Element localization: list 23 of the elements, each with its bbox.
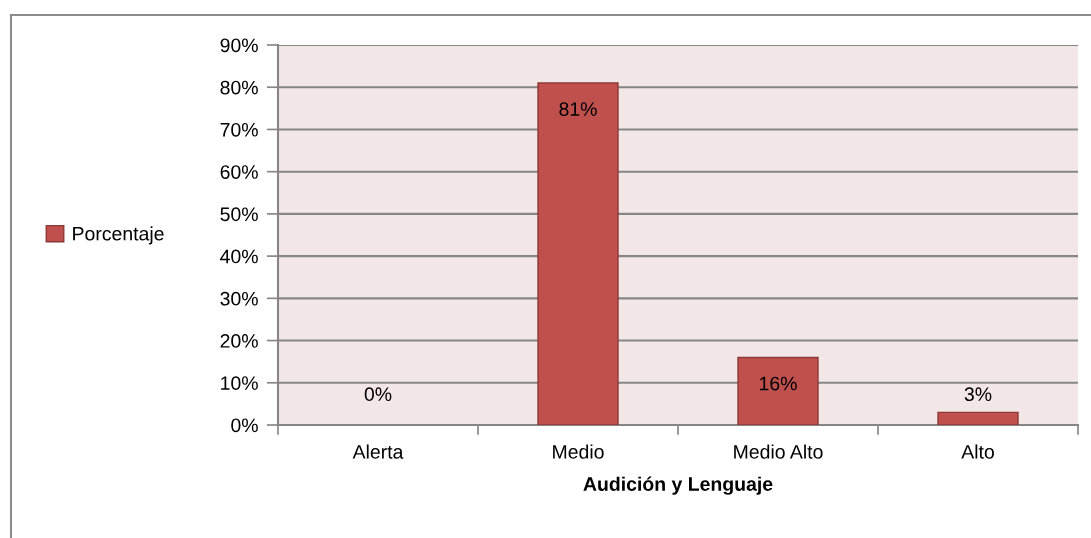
data-label: 16% [760, 376, 797, 391]
y-tick-label: 0% [231, 418, 258, 433]
y-tick-label: 40% [220, 249, 258, 264]
data-label: 3% [964, 387, 992, 402]
y-tick-label: 20% [220, 334, 258, 348]
bar [737, 356, 819, 425]
x-tick-label: Medio [553, 444, 604, 459]
x-tick-label: Alerta [352, 444, 404, 459]
bar [937, 411, 1019, 425]
data-label: 81% [559, 102, 597, 116]
x-axis-title: Audición y Lenguaje [583, 476, 773, 495]
x-tick-label: Alto [961, 444, 994, 459]
bar [537, 82, 619, 425]
y-tick-label: 50% [220, 207, 258, 222]
y-tick-label: 10% [221, 376, 258, 391]
x-tick-label: Medio Alto [734, 444, 823, 459]
y-tick-label: 30% [220, 291, 258, 306]
y-tick-label: 80% [220, 80, 258, 95]
legend-label: Porcentaje [73, 226, 164, 245]
y-tick-label: 70% [220, 122, 258, 137]
y-tick-label: 90% [220, 38, 258, 53]
y-tick-label: 60% [220, 165, 258, 179]
data-label: 0% [364, 387, 392, 402]
